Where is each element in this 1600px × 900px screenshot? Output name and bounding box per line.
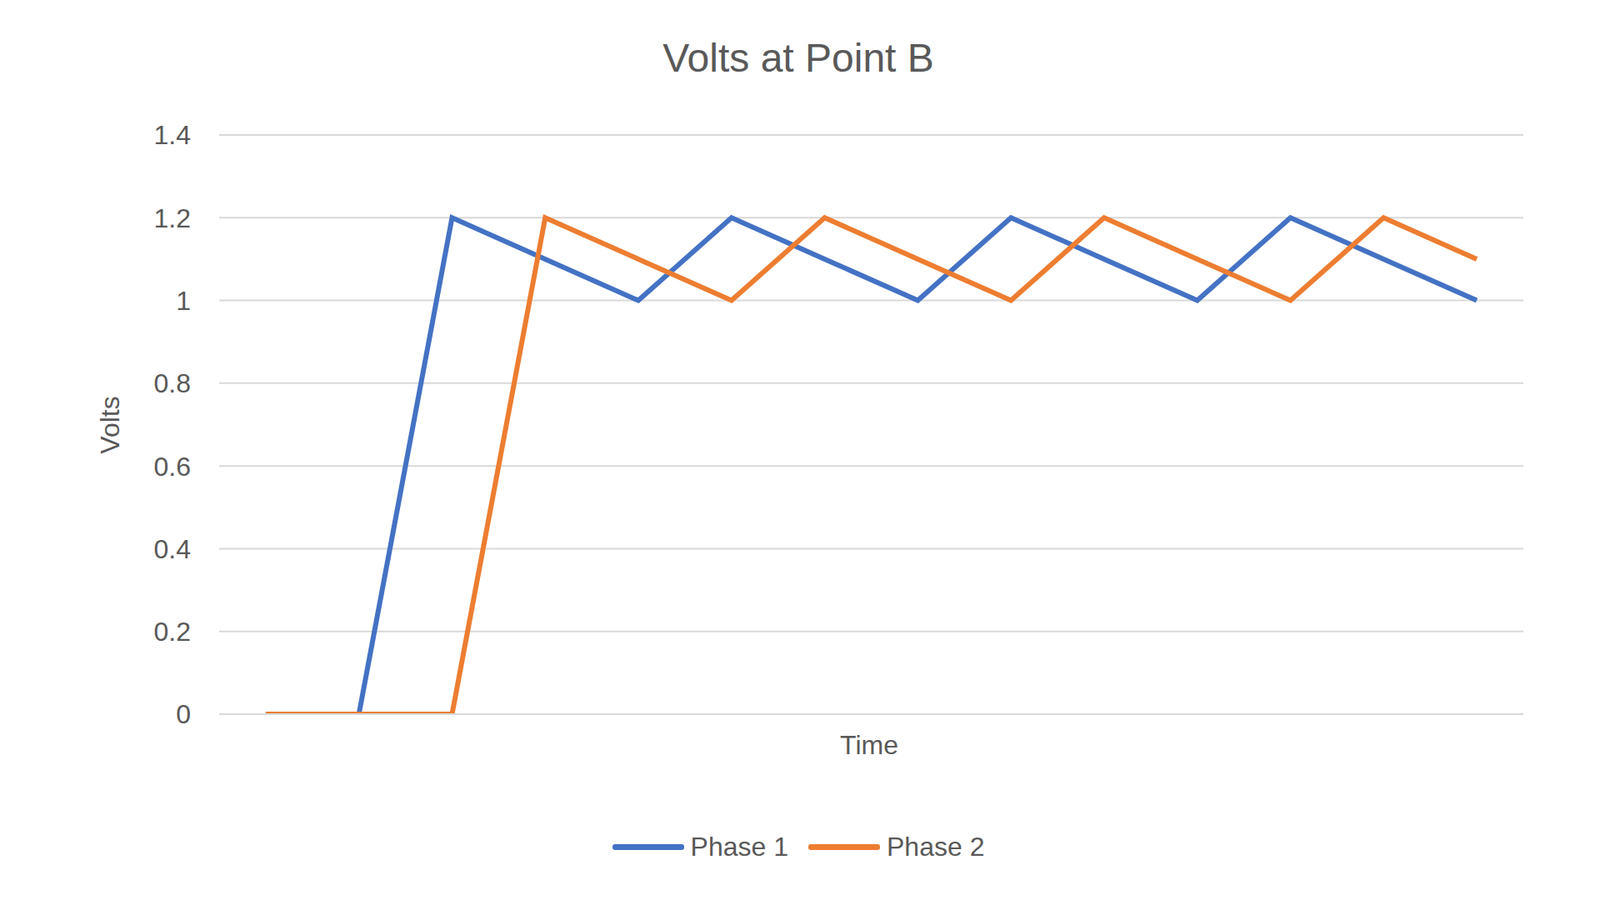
svg-text:0.2: 0.2 xyxy=(154,616,191,647)
svg-text:1: 1 xyxy=(175,285,191,316)
svg-text:0.8: 0.8 xyxy=(154,368,191,399)
svg-text:0: 0 xyxy=(175,699,191,730)
html-text:Volts at Point B: Volts at Point B xyxy=(662,35,934,80)
html-text:Volts: Volts xyxy=(95,396,125,454)
svg-text:1.4: 1.4 xyxy=(154,120,191,150)
html-text:Phase 2: Phase 2 xyxy=(886,831,985,862)
html-text:Time: Time xyxy=(840,730,899,760)
html-text:Phase 1: Phase 1 xyxy=(690,831,789,862)
svg-text:0.4: 0.4 xyxy=(154,534,191,565)
svg-text:0.6: 0.6 xyxy=(154,451,191,482)
svg-text:1.2: 1.2 xyxy=(154,203,191,234)
